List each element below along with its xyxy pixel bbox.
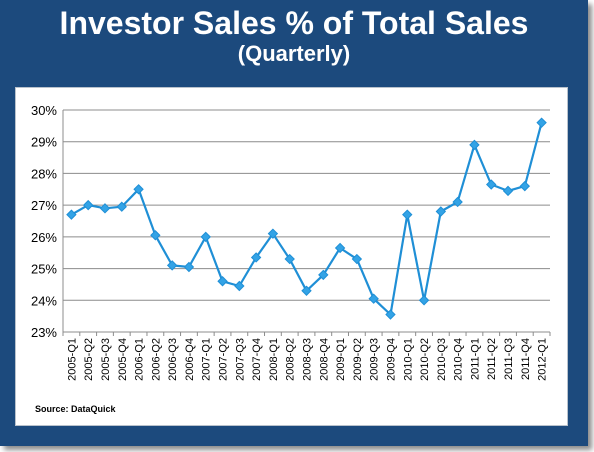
x-tick-label: 2010-Q4	[453, 338, 465, 381]
x-tick-label: 2012-Q1	[537, 338, 549, 381]
x-tick-label: 2010-Q1	[402, 338, 414, 381]
data-point	[217, 276, 228, 287]
data-point	[234, 280, 245, 292]
x-tick-label: 2008-Q3	[302, 338, 314, 381]
data-point	[284, 253, 295, 265]
x-tick-label: 2005-Q3	[100, 338, 112, 381]
data-point	[301, 285, 312, 296]
y-tick-label: 23%	[31, 325, 57, 340]
data-point	[502, 185, 514, 197]
data-point	[250, 252, 262, 263]
line-chart: 23% 24% 25% 26% 27% 28% 29% 30% 2005-Q1 2005-Q2 20…	[31, 103, 551, 381]
data-point	[267, 228, 279, 239]
x-tick-label: 2005-Q1	[66, 338, 78, 381]
x-tick-label: 2007-Q3	[234, 338, 246, 381]
y-tick-label: 27%	[31, 198, 57, 213]
x-tick-label: 2009-Q1	[335, 338, 347, 381]
data-point	[452, 196, 463, 208]
data-point	[536, 117, 547, 128]
data-point	[486, 179, 497, 190]
data-point	[200, 231, 211, 243]
chart-panel: 23% 24% 25% 26% 27% 28% 29% 30% 2005-Q1 2005-Q2 20…	[15, 87, 568, 426]
y-tick-label: 26%	[31, 230, 57, 245]
data-point	[469, 139, 480, 151]
data-point	[183, 261, 195, 273]
data-point	[133, 184, 144, 195]
data-point	[166, 260, 178, 271]
x-tick-label: 2005-Q4	[117, 338, 129, 381]
data-point	[435, 206, 447, 217]
data-point	[368, 293, 379, 304]
x-tick-label: 2008-Q1	[268, 338, 280, 381]
data-point	[351, 253, 363, 265]
x-tick-label: 2007-Q2	[218, 338, 230, 381]
x-tick-label: 2011-Q2	[486, 338, 498, 380]
data-point	[82, 199, 94, 211]
x-tick-label: 2009-Q2	[352, 338, 364, 381]
data-point	[318, 269, 329, 281]
x-tick-label: 2011-Q3	[503, 338, 515, 380]
x-tick-label: 2006-Q4	[184, 338, 196, 381]
x-tick-label: 2006-Q3	[167, 338, 179, 381]
x-tick-label: 2007-Q1	[201, 338, 213, 381]
data-point	[116, 201, 127, 212]
x-tick-label: 2006-Q1	[134, 338, 146, 381]
data-point	[334, 242, 346, 254]
x-tick-label: 2005-Q2	[83, 338, 95, 381]
y-tick-label: 30%	[31, 103, 57, 118]
y-tick-label: 24%	[31, 293, 57, 308]
chart-frame: Investor Sales % of Total Sales (Quarter…	[0, 0, 588, 446]
source-note: Source: DataQuick	[35, 404, 116, 414]
data-point	[66, 209, 77, 220]
x-tick-label: 2007-Q4	[251, 338, 263, 381]
x-tick-label: 2008-Q4	[318, 338, 330, 381]
data-point	[418, 295, 430, 306]
y-tick-label: 29%	[31, 135, 57, 150]
data-point	[519, 180, 531, 192]
y-tick-label: 28%	[31, 166, 57, 181]
x-tick-label: 2008-Q2	[285, 338, 297, 381]
data-point	[150, 230, 161, 241]
data-point	[99, 203, 111, 214]
data-point	[385, 309, 396, 320]
y-tick-label: 25%	[31, 262, 57, 277]
x-tick-label: 2009-Q3	[369, 338, 381, 381]
data-point	[402, 209, 413, 220]
x-tick-label: 2010-Q3	[436, 338, 448, 381]
x-tick-label: 2011-Q1	[469, 338, 481, 380]
chart-subtitle: (Quarterly)	[237, 41, 351, 66]
chart-title: Investor Sales % of Total Sales	[59, 5, 529, 41]
x-tick-label: 2009-Q4	[385, 338, 397, 381]
x-tick-label: 2006-Q2	[150, 338, 162, 381]
x-tick-label: 2010-Q2	[419, 338, 431, 381]
x-tick-label: 2011-Q4	[520, 338, 532, 380]
